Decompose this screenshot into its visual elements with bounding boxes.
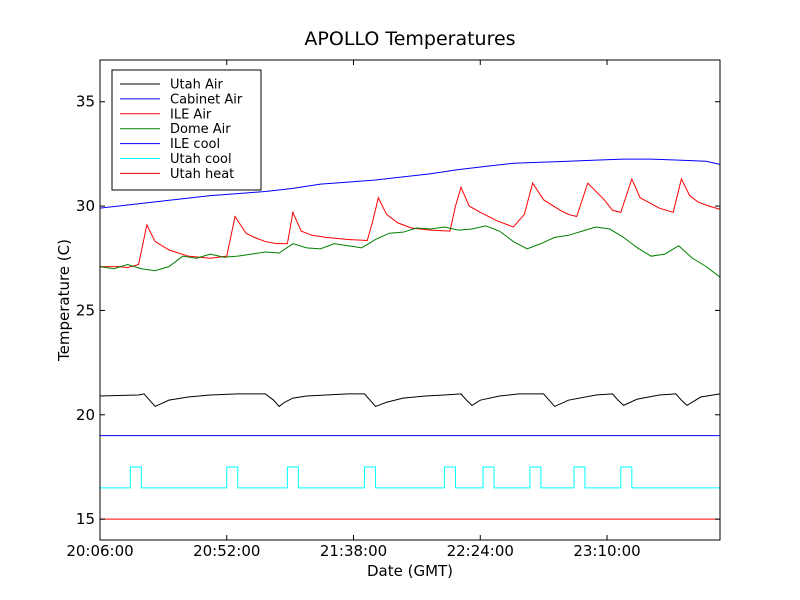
legend-label: Cabinet Air xyxy=(170,92,243,107)
x-tick-label: 23:10:00 xyxy=(573,542,640,560)
legend-label: Utah Air xyxy=(170,78,223,93)
legend-label: Dome Air xyxy=(170,122,231,137)
x-axis: 20:06:00 20:52:00 21:38:00 22:24:00 23:10:00 xyxy=(66,60,641,560)
series-line-cabinet-air xyxy=(99,158,721,209)
legend-item-utah-heat: Utah heat xyxy=(120,167,234,182)
legend-item-cabinet-air: Cabinet Air xyxy=(120,92,243,107)
legend-item-utah-cool: Utah cool xyxy=(120,152,232,167)
legend-label: Utah cool xyxy=(170,152,232,167)
x-tick-label: 20:06:00 xyxy=(66,542,133,560)
series-line-utah-air xyxy=(99,393,721,408)
y-tick-label: 20 xyxy=(76,406,95,424)
plot-frame xyxy=(99,59,721,541)
chart-title: APOLLO Temperatures xyxy=(304,28,515,50)
legend-item-dome-air: Dome Air xyxy=(120,122,231,137)
series-line-ile-air xyxy=(100,177,721,269)
x-axis-label: Date (GMT) xyxy=(367,562,453,580)
x-tick-label: 22:24:00 xyxy=(447,542,514,560)
legend-item-ile-cool: ILE cool xyxy=(120,137,220,152)
legend-label: Utah heat xyxy=(170,167,234,182)
y-axis-label: Temperature (C) xyxy=(55,239,73,362)
y-tick-label: 30 xyxy=(76,197,95,215)
x-tick-label: 21:38:00 xyxy=(320,542,387,560)
legend-item-ile-air: ILE Air xyxy=(120,107,212,122)
x-tick-label: 20:52:00 xyxy=(193,542,260,560)
legend-label: ILE Air xyxy=(170,107,212,122)
legend-item-utah-air: Utah Air xyxy=(120,78,223,93)
y-tick-label: 15 xyxy=(76,510,95,528)
y-tick-label: 25 xyxy=(76,301,95,319)
plot-area xyxy=(99,158,721,520)
series-line-utah-cool xyxy=(100,466,720,489)
y-axis: 15 20 25 30 35 xyxy=(76,93,720,528)
y-tick-label: 35 xyxy=(76,93,95,111)
series-line-dome-air xyxy=(99,225,721,278)
legend-box xyxy=(111,69,262,191)
legend-label: ILE cool xyxy=(170,137,220,152)
